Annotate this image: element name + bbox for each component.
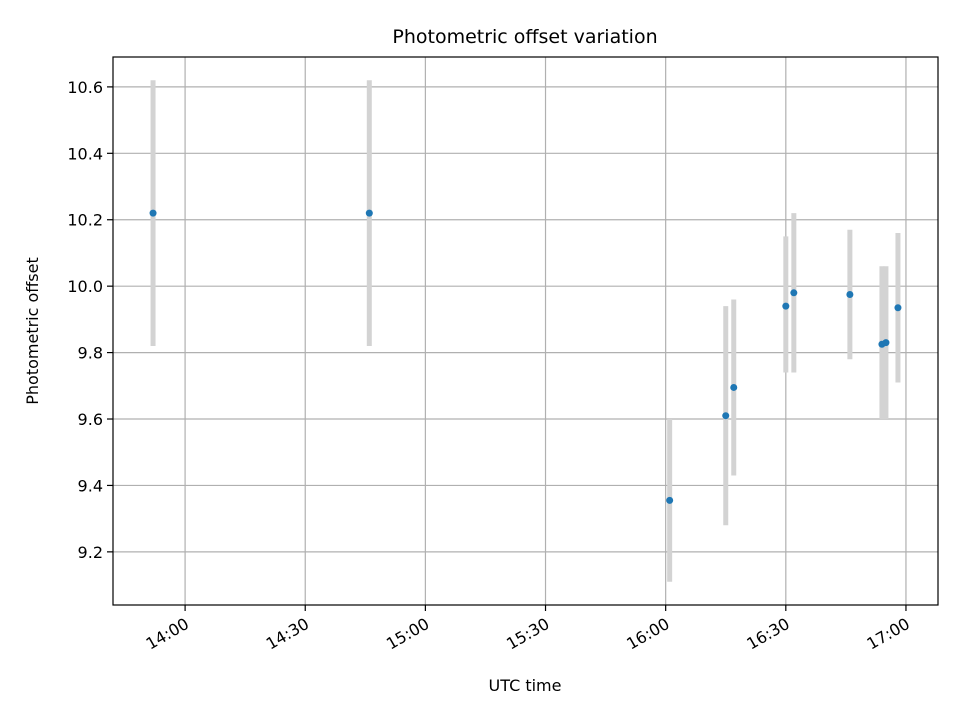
y-tick-label: 10.0 xyxy=(67,277,103,296)
data-point xyxy=(730,383,738,391)
data-point xyxy=(846,290,854,298)
data-point xyxy=(722,412,730,420)
data-points xyxy=(149,209,902,504)
y-axis: 9.2 9.4 9.6 9.8 10.0 10.2 10.4 10.6 xyxy=(67,78,113,562)
y-axis-label: Photometric offset xyxy=(23,257,42,405)
y-tick-label: 10.4 xyxy=(67,144,103,163)
data-point xyxy=(149,209,157,217)
data-point xyxy=(365,209,373,217)
data-point xyxy=(882,339,890,347)
y-tick-label: 9.2 xyxy=(78,543,103,562)
plot-frame xyxy=(112,56,939,606)
data-point xyxy=(894,304,902,312)
data-point xyxy=(666,496,674,504)
y-tick-label: 9.6 xyxy=(78,410,103,429)
data-point xyxy=(790,289,798,297)
x-axis-label: UTC time xyxy=(489,676,562,695)
data-point xyxy=(782,302,790,310)
y-tick-label: 10.6 xyxy=(67,78,103,97)
y-tick-label: 10.2 xyxy=(67,211,103,230)
y-tick-label: 9.4 xyxy=(78,476,103,495)
chart-title: Photometric offset variation xyxy=(392,26,657,48)
y-tick-label: 9.8 xyxy=(78,344,103,363)
